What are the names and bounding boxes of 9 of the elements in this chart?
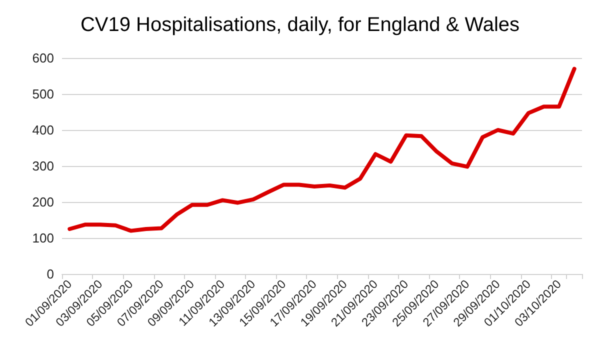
chart-title: CV19 Hospitalisations, daily, for England & Wales xyxy=(80,14,520,36)
y-tick-label: 0 xyxy=(46,266,54,282)
line-series xyxy=(68,66,576,233)
y-tick-label: 400 xyxy=(32,122,54,138)
y-tick-label: 500 xyxy=(32,86,54,102)
y-tick-label: 100 xyxy=(32,230,54,246)
y-tick-label: 600 xyxy=(32,50,54,66)
y-tick-label: 200 xyxy=(32,194,54,210)
y-tick-label: 300 xyxy=(32,158,54,174)
